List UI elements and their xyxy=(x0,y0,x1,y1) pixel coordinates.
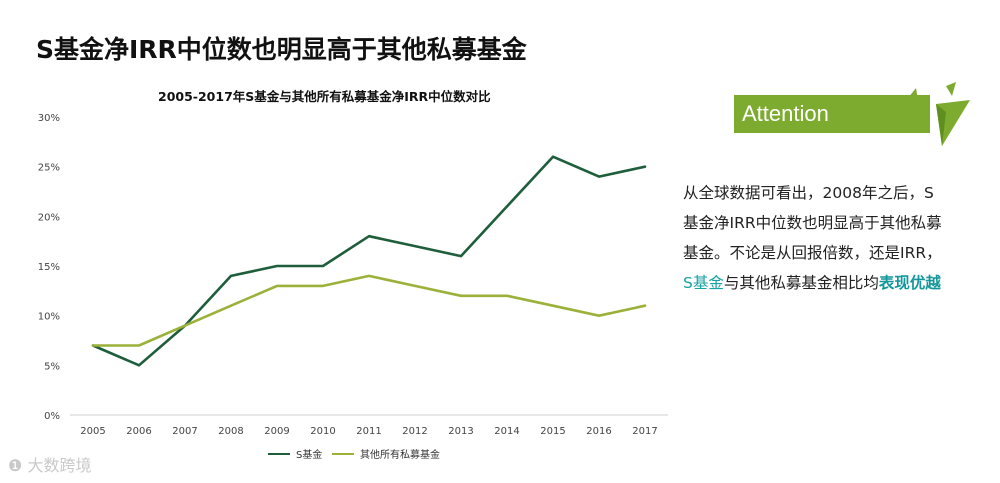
watermark-logo-icon: ❶ xyxy=(8,456,23,475)
x-tick-label: 2008 xyxy=(218,426,243,437)
x-tick-label: 2015 xyxy=(540,426,565,437)
attention-line-4: S基金与其他私募基金相比均表现优越 xyxy=(683,268,975,298)
attention-text: 从全球数据可看出，2008年之后，S 基金净IRR中位数也明显高于其他私募 基金… xyxy=(683,178,975,298)
x-tick-label: 2013 xyxy=(448,426,473,437)
highlight-outperform: 表现优越 xyxy=(878,274,941,292)
attention-line-3: 基金。不论是从回报倍数，还是IRR， xyxy=(683,244,942,262)
attention-label: Attention xyxy=(742,101,829,126)
x-tick-label: 2006 xyxy=(126,426,151,437)
y-tick-label: 5% xyxy=(44,361,60,372)
series-line-others xyxy=(91,274,647,347)
legend-swatch-s-fund xyxy=(268,452,290,455)
legend-item-others: 其他所有私募基金 xyxy=(332,446,440,461)
legend-swatch-others xyxy=(332,452,354,455)
x-tick-label: 2012 xyxy=(402,426,427,437)
highlight-s-fund: S基金 xyxy=(683,274,724,292)
x-tick-label: 2014 xyxy=(494,426,519,437)
chart-title: 2005-2017年S基金与其他所有私募基金净IRR中位数对比 xyxy=(158,89,491,104)
x-tick-label: 2016 xyxy=(586,426,611,437)
y-tick-label: 20% xyxy=(38,212,60,223)
legend-label-s-fund: S基金 xyxy=(296,450,323,461)
legend-label-others: 其他所有私募基金 xyxy=(360,450,440,461)
attention-line-1: 从全球数据可看出，2008年之后，S xyxy=(683,184,934,202)
series-line-s-fund xyxy=(91,155,647,367)
attention-arrow-decoration xyxy=(908,82,970,146)
x-tick-label: 2011 xyxy=(356,426,381,437)
watermark: ❶ 大数跨境 xyxy=(8,452,91,476)
x-tick-label: 2005 xyxy=(80,426,105,437)
attention-banner xyxy=(734,95,930,133)
attention-line-4-middle: 与其他私募基金相比均 xyxy=(723,274,879,292)
x-tick-label: 2007 xyxy=(172,426,197,437)
page-title: S基金净IRR中位数也明显高于其他私募基金 xyxy=(36,35,527,64)
y-tick-label: 0% xyxy=(44,411,60,422)
y-tick-label: 25% xyxy=(38,163,60,174)
x-tick-label: 2017 xyxy=(632,426,657,437)
watermark-text: 大数跨境 xyxy=(27,456,92,475)
x-tick-label: 2010 xyxy=(310,426,335,437)
y-tick-label: 30% xyxy=(38,113,60,124)
attention-line-2: 基金净IRR中位数也明显高于其他私募 xyxy=(683,214,942,232)
y-tick-label: 10% xyxy=(38,312,60,323)
y-tick-label: 15% xyxy=(38,262,60,273)
x-tick-label: 2009 xyxy=(264,426,289,437)
legend-item-s-fund: S基金 xyxy=(268,446,322,461)
